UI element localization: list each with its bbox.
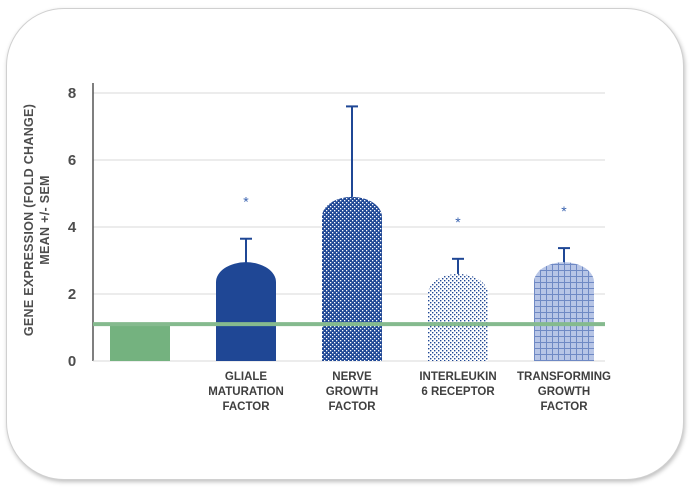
- gliale-maturation-factor-significance-marker: *: [243, 194, 249, 210]
- y-tick-label-2: 2: [68, 286, 76, 303]
- y-axis-label-line-1: GENE EXPRESSION (FOLD CHANGE): [22, 104, 36, 336]
- labels: 0 2 4 6 8 GENE EXPRESSION (FOLD CHANGE) MEAN +…: [22, 85, 611, 413]
- x-tick-label-gliale-maturation-factor-1: GLIALE: [225, 371, 267, 383]
- x-tick-label-nerve-growth-factor-3: FACTOR: [328, 401, 376, 413]
- bar-control: [110, 324, 170, 361]
- y-axis-label-line-2: MEAN +/- SEM: [38, 175, 52, 264]
- x-tick-label-nerve-growth-factor-2: GROWTH: [326, 386, 378, 398]
- y-tick-label-8: 8: [68, 85, 76, 102]
- interleukin-6-receptor-significance-marker: *: [455, 214, 461, 230]
- x-tick-label-interleukin-6-receptor-2: 6 RECEPTOR: [421, 386, 495, 398]
- bar-transforming-growth-factor: [534, 262, 594, 361]
- transforming-growth-factor-significance-marker: *: [561, 203, 567, 219]
- x-tick-label-interleukin-6-receptor-1: INTERLEUKIN: [419, 371, 496, 383]
- bar-nerve-growth-factor: [322, 196, 382, 361]
- x-tick-label-gliale-maturation-factor-2: MATURATION: [208, 386, 284, 398]
- bars: [110, 105, 594, 361]
- y-tick-label-4: 4: [68, 219, 77, 236]
- x-tick-label-gliale-maturation-factor-3: FACTOR: [222, 401, 270, 413]
- x-tick-label-nerve-growth-factor-1: NERVE: [332, 371, 372, 383]
- y-tick-label-0: 0: [68, 353, 76, 370]
- x-tick-label-transforming-growth-factor-1: TRANSFORMING: [517, 371, 611, 383]
- bar-interleukin-6-receptor: [428, 273, 488, 361]
- y-tick-label-6: 6: [68, 152, 76, 169]
- x-tick-label-transforming-growth-factor-3: FACTOR: [540, 401, 588, 413]
- x-tick-label-transforming-growth-factor-2: GROWTH: [538, 386, 590, 398]
- bar-gliale-maturation-factor: [216, 262, 276, 361]
